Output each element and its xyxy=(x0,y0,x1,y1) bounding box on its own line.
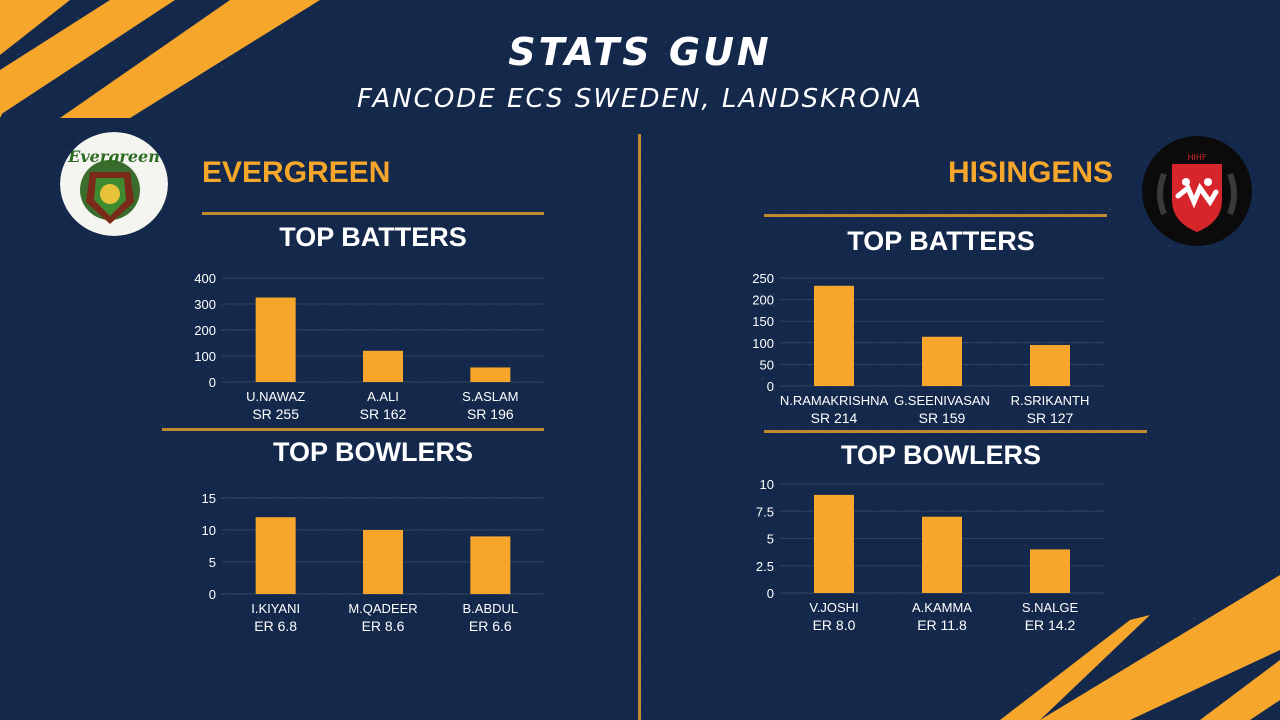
bar-vjoshi xyxy=(814,494,854,593)
page-subtitle: FANCODE ECS SWEDEN, LANDSKRONA xyxy=(357,84,923,114)
stat-label: SR 214 xyxy=(811,410,858,426)
team-name-hisingens: HISINGENS xyxy=(948,156,1114,189)
bar-unawaz xyxy=(255,297,296,382)
category-label: V.JOSHI xyxy=(809,600,858,615)
y-tick-label: 400 xyxy=(194,271,216,286)
chart-evergreen-top-bowlers: 0 5 10 15 I.KIYANI ER 6.8 M.QADEER ER 8.6 B.ABDU… xyxy=(202,491,544,634)
bar-babdul xyxy=(470,536,511,594)
y-tick-label: 200 xyxy=(752,293,774,308)
category-label: G.SEENIVASAN xyxy=(894,393,990,408)
y-tick-label: 5 xyxy=(209,555,216,570)
stat-label: SR 162 xyxy=(360,406,407,422)
section-title-top-batters-left: TOP BATTERS xyxy=(279,222,467,252)
center-divider xyxy=(638,134,641,720)
section-title-top-batters-right: TOP BATTERS xyxy=(847,226,1035,256)
bar-snalge xyxy=(1030,549,1070,593)
stat-label: ER 8.6 xyxy=(362,618,405,634)
stat-label: ER 8.0 xyxy=(813,617,856,633)
chart-evergreen-top-batters: 0 100 200 300 400 U.NAWAZ SR 255 A.ALI SR 162 S.A… xyxy=(194,271,544,422)
y-tick-label: 0 xyxy=(209,375,216,390)
category-label: A.KAMMA xyxy=(912,600,972,615)
y-tick-label: 7.5 xyxy=(756,504,774,519)
stat-label: SR 255 xyxy=(252,406,299,422)
stat-label: SR 196 xyxy=(467,406,514,422)
stat-label: ER 6.8 xyxy=(254,618,297,634)
bar-saslam xyxy=(470,367,511,382)
category-label: S.NALGE xyxy=(1022,600,1079,615)
stat-label: ER 6.6 xyxy=(469,618,512,634)
team-name-evergreen: EVERGREEN xyxy=(202,156,391,189)
stat-label: ER 11.8 xyxy=(917,617,967,633)
category-label: M.QADEER xyxy=(348,601,417,616)
evergreen-logo: Evergreen xyxy=(60,132,168,236)
svg-text:HIHF: HIHF xyxy=(1188,153,1207,162)
category-label: N.RAMAKRISHNA xyxy=(780,393,889,408)
category-label: R.SRIKANTH xyxy=(1011,393,1090,408)
bar-ikiyani xyxy=(255,517,296,594)
y-tick-label: 200 xyxy=(194,323,216,338)
y-tick-label: 300 xyxy=(194,297,216,312)
stat-label: SR 127 xyxy=(1027,410,1074,426)
category-label: S.ASLAM xyxy=(462,389,518,404)
chart-hisingens-top-batters: 0 50 100 150 200 250 N.RAMAKRISHNA SR 214 G.SEEN… xyxy=(752,271,1104,426)
y-tick-label: 15 xyxy=(202,491,216,506)
stat-label: SR 159 xyxy=(919,410,966,426)
hisingens-logo: HIHF xyxy=(1142,136,1252,246)
section-rule-left xyxy=(162,428,544,431)
svg-text:Evergreen: Evergreen xyxy=(67,147,160,166)
chart-hisingens-top-bowlers: 0 2.5 5 7.5 10 V.JOSHI ER 8.0 A.KAMMA ER 11.8 S.N… xyxy=(756,477,1104,633)
y-tick-label: 100 xyxy=(194,349,216,364)
y-tick-label: 50 xyxy=(760,357,774,372)
bar-gseenivasan xyxy=(922,336,962,386)
team-rule-left xyxy=(202,212,544,215)
section-title-top-bowlers-right: TOP BOWLERS xyxy=(840,440,1042,470)
bar-rsrikanth xyxy=(1030,344,1070,386)
section-rule-right xyxy=(764,430,1147,433)
bar-nramakrishna xyxy=(814,285,854,386)
bar-mqadeer xyxy=(363,530,403,594)
y-tick-label: 250 xyxy=(752,271,774,286)
section-title-top-bowlers-left: TOP BOWLERS xyxy=(272,437,474,467)
bar-akamma xyxy=(922,516,962,593)
y-tick-label: 2.5 xyxy=(756,559,774,574)
y-tick-label: 100 xyxy=(752,336,774,351)
page-title: STATS GUN xyxy=(508,30,772,74)
y-tick-label: 0 xyxy=(767,586,774,601)
y-tick-label: 0 xyxy=(209,587,216,602)
y-tick-label: 10 xyxy=(202,523,216,538)
y-tick-label: 0 xyxy=(767,379,774,394)
bar-aali xyxy=(363,350,403,382)
team-rule-right xyxy=(764,214,1107,217)
category-label: B.ABDUL xyxy=(463,601,519,616)
y-tick-label: 5 xyxy=(767,532,774,547)
category-label: A.ALI xyxy=(367,389,399,404)
y-tick-label: 150 xyxy=(752,314,774,329)
y-tick-label: 10 xyxy=(760,477,774,492)
stat-label: ER 14.2 xyxy=(1025,617,1076,633)
category-label: U.NAWAZ xyxy=(246,389,305,404)
category-label: I.KIYANI xyxy=(251,601,300,616)
